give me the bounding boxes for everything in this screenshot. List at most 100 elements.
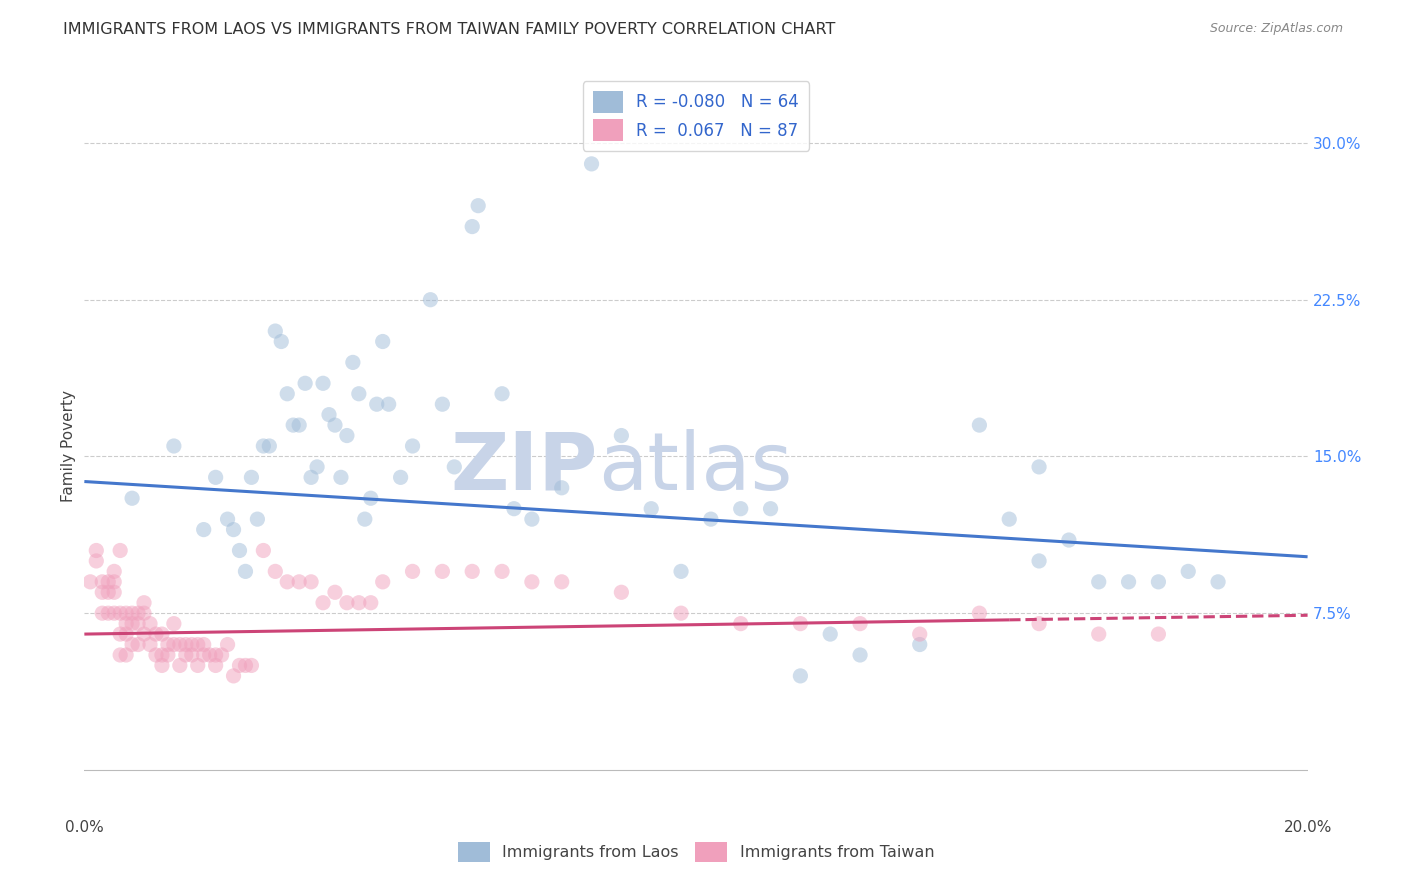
Point (91, 585, 114, 599)
Point (312, 596, 335, 610)
Point (700, 512, 723, 526)
Point (252, 439, 274, 453)
Point (187, 658, 209, 673)
Point (276, 386, 298, 401)
Point (299, 470, 322, 484)
Point (329, 470, 352, 484)
Point (235, 565, 257, 579)
Legend: Immigrants from Laos, Immigrants from Taiwan: Immigrants from Laos, Immigrants from Ta… (450, 834, 942, 870)
Point (270, 334, 292, 349)
Point (174, 638, 197, 652)
Point (347, 386, 370, 401)
Point (97, 585, 120, 599)
Point (79, 574, 101, 589)
Point (389, 470, 412, 484)
Point (1147, 627, 1170, 641)
Point (264, 324, 287, 338)
Point (347, 596, 370, 610)
Point (342, 355, 364, 369)
Point (103, 565, 125, 579)
Point (91, 574, 114, 589)
Point (150, 658, 173, 673)
Point (640, 501, 662, 516)
Point (150, 627, 173, 641)
Point (491, 386, 513, 401)
Point (294, 376, 316, 391)
Point (283, 418, 305, 433)
Point (1028, 616, 1050, 631)
Text: ZIP: ZIP (451, 429, 598, 507)
Point (307, 459, 329, 474)
Point (240, 470, 263, 484)
Point (1087, 574, 1109, 589)
Point (419, 293, 441, 307)
Point (222, 523, 245, 537)
Point (163, 439, 186, 453)
Point (610, 428, 633, 442)
Point (174, 648, 197, 662)
Point (288, 574, 311, 589)
Point (193, 523, 215, 537)
Point (132, 606, 155, 620)
Point (1057, 533, 1080, 547)
Point (115, 648, 138, 662)
Point (193, 648, 215, 662)
Point (211, 648, 233, 662)
Point (108, 627, 131, 641)
Point (353, 512, 375, 526)
Point (360, 491, 382, 506)
Point (443, 459, 465, 474)
Point (371, 574, 394, 589)
Point (818, 627, 841, 641)
Point (551, 574, 574, 589)
Point (336, 428, 359, 442)
Point (323, 418, 346, 433)
Point (849, 616, 872, 631)
Point (461, 565, 484, 579)
Point (115, 606, 138, 620)
Point (520, 512, 543, 526)
Point (217, 512, 239, 526)
Point (432, 565, 454, 579)
Point (969, 606, 991, 620)
Point (150, 648, 173, 662)
Text: atlas: atlas (598, 429, 793, 507)
Point (759, 501, 782, 516)
Point (371, 334, 394, 349)
Point (969, 418, 991, 433)
Point (730, 616, 752, 631)
Point (139, 616, 162, 631)
Point (366, 397, 388, 411)
Point (163, 616, 186, 631)
Point (276, 574, 298, 589)
Point (461, 219, 484, 234)
Point (240, 658, 263, 673)
Point (288, 418, 311, 433)
Point (145, 648, 167, 662)
Point (108, 606, 131, 620)
Point (259, 439, 281, 453)
Point (228, 543, 250, 558)
Point (103, 585, 125, 599)
Point (1028, 554, 1050, 568)
Point (432, 397, 454, 411)
Point (84, 554, 107, 568)
Point (127, 616, 149, 631)
Point (91, 606, 114, 620)
Point (789, 616, 811, 631)
Point (217, 638, 239, 652)
Point (235, 658, 257, 673)
Point (187, 638, 209, 652)
Point (127, 638, 149, 652)
Point (299, 574, 322, 589)
Point (849, 648, 872, 662)
Point (1147, 574, 1170, 589)
Point (115, 627, 138, 641)
Point (84, 543, 107, 558)
Point (323, 585, 346, 599)
Point (121, 606, 143, 620)
Point (156, 648, 179, 662)
Point (401, 439, 423, 453)
Point (121, 491, 143, 506)
Point (520, 574, 543, 589)
